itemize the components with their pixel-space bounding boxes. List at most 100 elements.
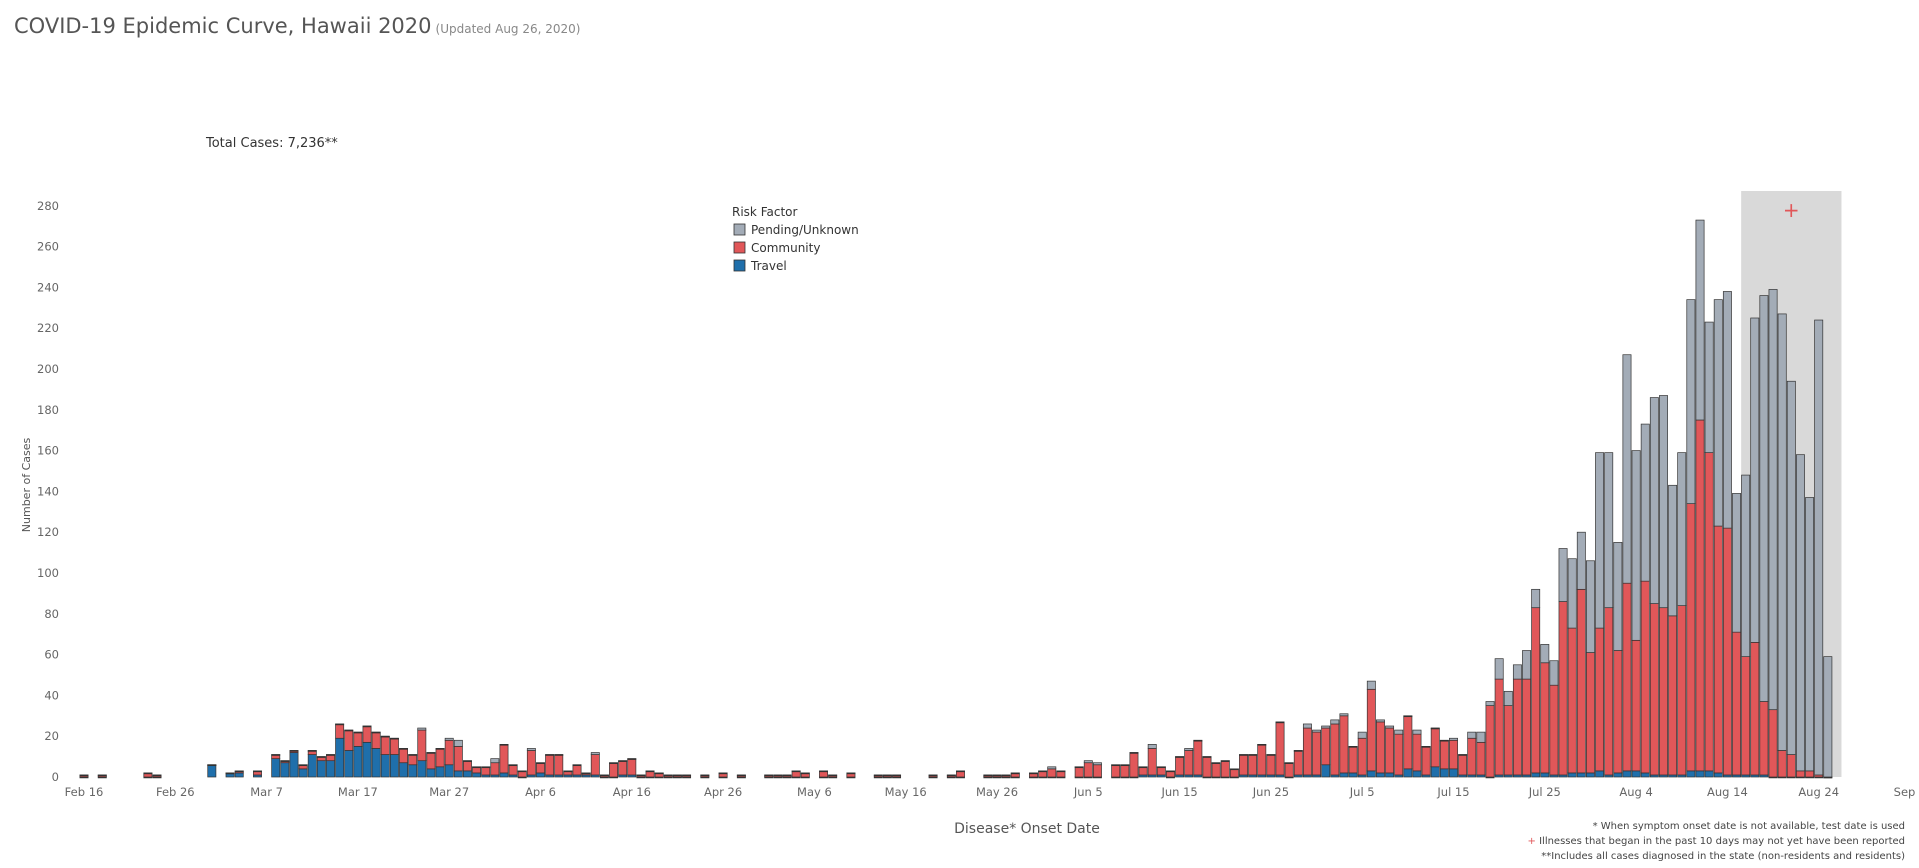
y-tick-label: 140: [37, 484, 59, 498]
bar-segment-community: [1668, 615, 1678, 776]
x-tick-label: Jul 25: [1528, 785, 1561, 799]
bar-segment-community: [1385, 727, 1395, 774]
x-tick-label: Jun 25: [1252, 785, 1289, 799]
bar-segment-travel: [417, 760, 427, 778]
bar-segment-community: [435, 748, 445, 768]
bar-segment-pending: [1449, 737, 1458, 741]
bar-segment-travel: [298, 768, 308, 778]
bar-segment-pending: [1394, 729, 1404, 735]
bar-segment-travel: [1540, 772, 1550, 778]
bar-segment-community: [1476, 741, 1486, 776]
x-tick-label: Jul 15: [1436, 785, 1469, 799]
bar-segment-pending: [253, 770, 262, 773]
bar-segment-pending: [882, 774, 892, 777]
bar-segment-pending: [1229, 768, 1239, 771]
bar-segment-pending: [344, 729, 354, 732]
x-tick-label: Mar 7: [250, 785, 283, 799]
bar-segment-pending: [1211, 762, 1221, 764]
bar-segment-pending: [1713, 299, 1723, 527]
bar-segment-pending: [353, 731, 363, 734]
y-tick-label: 40: [44, 688, 59, 702]
bar-segment-pending: [1056, 770, 1066, 773]
bar-segment-community: [1640, 580, 1650, 774]
y-tick-label: 240: [37, 280, 59, 294]
bar-segment-community: [1695, 419, 1705, 772]
bar-segment-pending: [1540, 644, 1550, 664]
x-tick-label: Apr 16: [613, 785, 651, 799]
x-tick-label: Feb 16: [65, 785, 104, 799]
bar-segment-community: [1585, 652, 1595, 774]
y-tick-label: 180: [37, 403, 59, 417]
bar-segment-community: [1193, 739, 1203, 776]
bar-segment-pending: [289, 750, 299, 752]
y-tick-label: 60: [44, 648, 59, 662]
bar-segment-pending: [1613, 542, 1623, 651]
bar-segment-pending: [928, 774, 938, 777]
bar-segment-community: [1604, 607, 1614, 776]
bar-segment-pending: [1458, 754, 1468, 756]
bar-segment-community: [1266, 754, 1276, 776]
bar-segment-community: [1485, 705, 1495, 778]
bar-segment-travel: [426, 768, 436, 778]
bar-segment-travel: [371, 748, 381, 778]
bar-segment-community: [490, 762, 500, 776]
bar-segment-pending: [663, 774, 673, 777]
bar-segment-community: [572, 764, 582, 776]
bar-segment-travel: [1613, 772, 1623, 778]
bar-segment-community: [590, 754, 600, 776]
x-tick-label: Jul 5: [1349, 785, 1375, 799]
bar-segment-pending: [1805, 497, 1815, 772]
bar-segment-community: [1220, 760, 1230, 778]
bar-segment-pending: [316, 756, 326, 758]
bar-segment-pending: [1175, 756, 1185, 758]
bar-segment-pending: [1768, 289, 1778, 711]
bar-segment-pending: [1366, 680, 1376, 690]
bar-segment-community: [1330, 723, 1340, 776]
bar-segment-pending: [1129, 752, 1139, 754]
bar-segment-pending: [1741, 474, 1751, 657]
y-tick-label: 200: [37, 362, 59, 376]
bar-segment-community: [417, 729, 427, 762]
bar-segment-travel: [1439, 768, 1449, 778]
bar-segment-community: [1659, 607, 1668, 776]
bar-segment-community: [1713, 525, 1723, 774]
bar-segment-travel: [399, 762, 409, 778]
bar-segment-pending: [563, 770, 573, 773]
x-tick-label: Jun 15: [1160, 785, 1197, 799]
bar-segment-community: [1357, 737, 1367, 776]
bar-segment-pending: [1814, 319, 1824, 776]
bar-segment-pending: [1239, 754, 1248, 756]
bar-segment-pending: [581, 772, 591, 775]
bar-segment-community: [1394, 733, 1404, 776]
bar-segment-pending: [1522, 650, 1531, 680]
bar-segment-community: [1321, 727, 1331, 766]
bar-segment-community: [1449, 739, 1458, 770]
bar-segment-community: [408, 754, 418, 766]
bar-segment-pending: [1412, 729, 1422, 735]
x-axis-ticks: Feb 16 Feb 26 Mar 7 Mar 17 Mar 27 Apr 6 Apr 16…: [65, 785, 1919, 799]
bar-segment-pending: [636, 774, 646, 777]
bar-segment-pending: [1284, 762, 1294, 764]
bar-segment-community: [444, 739, 454, 766]
bar-segment-pending: [1531, 588, 1541, 609]
bar-segment-pending: [1722, 291, 1732, 529]
bar-segment-pending: [1220, 760, 1230, 762]
bar-segment-pending: [1704, 321, 1714, 453]
bar-segment-pending: [225, 772, 235, 775]
bar-segment-community: [362, 725, 372, 743]
bar-segment-pending: [408, 754, 418, 756]
bar-segment-pending: [380, 735, 390, 738]
bar-segment-travel: [326, 760, 335, 778]
bar-segment-pending: [1038, 770, 1048, 773]
bar-segment-pending: [1503, 690, 1513, 706]
bar-segment-community: [371, 731, 381, 749]
bar-segment-pending: [463, 760, 472, 762]
bar-segment-community: [1613, 650, 1623, 774]
x-tick-label: Sep 3: [1894, 785, 1919, 799]
bar-segment-travel: [307, 754, 317, 778]
bar-segment-community: [1047, 768, 1057, 778]
recent-plus-marker: +: [1783, 198, 1800, 222]
x-tick-label: Apr 6: [525, 785, 556, 799]
bar-segment-community: [389, 737, 399, 755]
bar-segment-travel: [435, 766, 445, 778]
